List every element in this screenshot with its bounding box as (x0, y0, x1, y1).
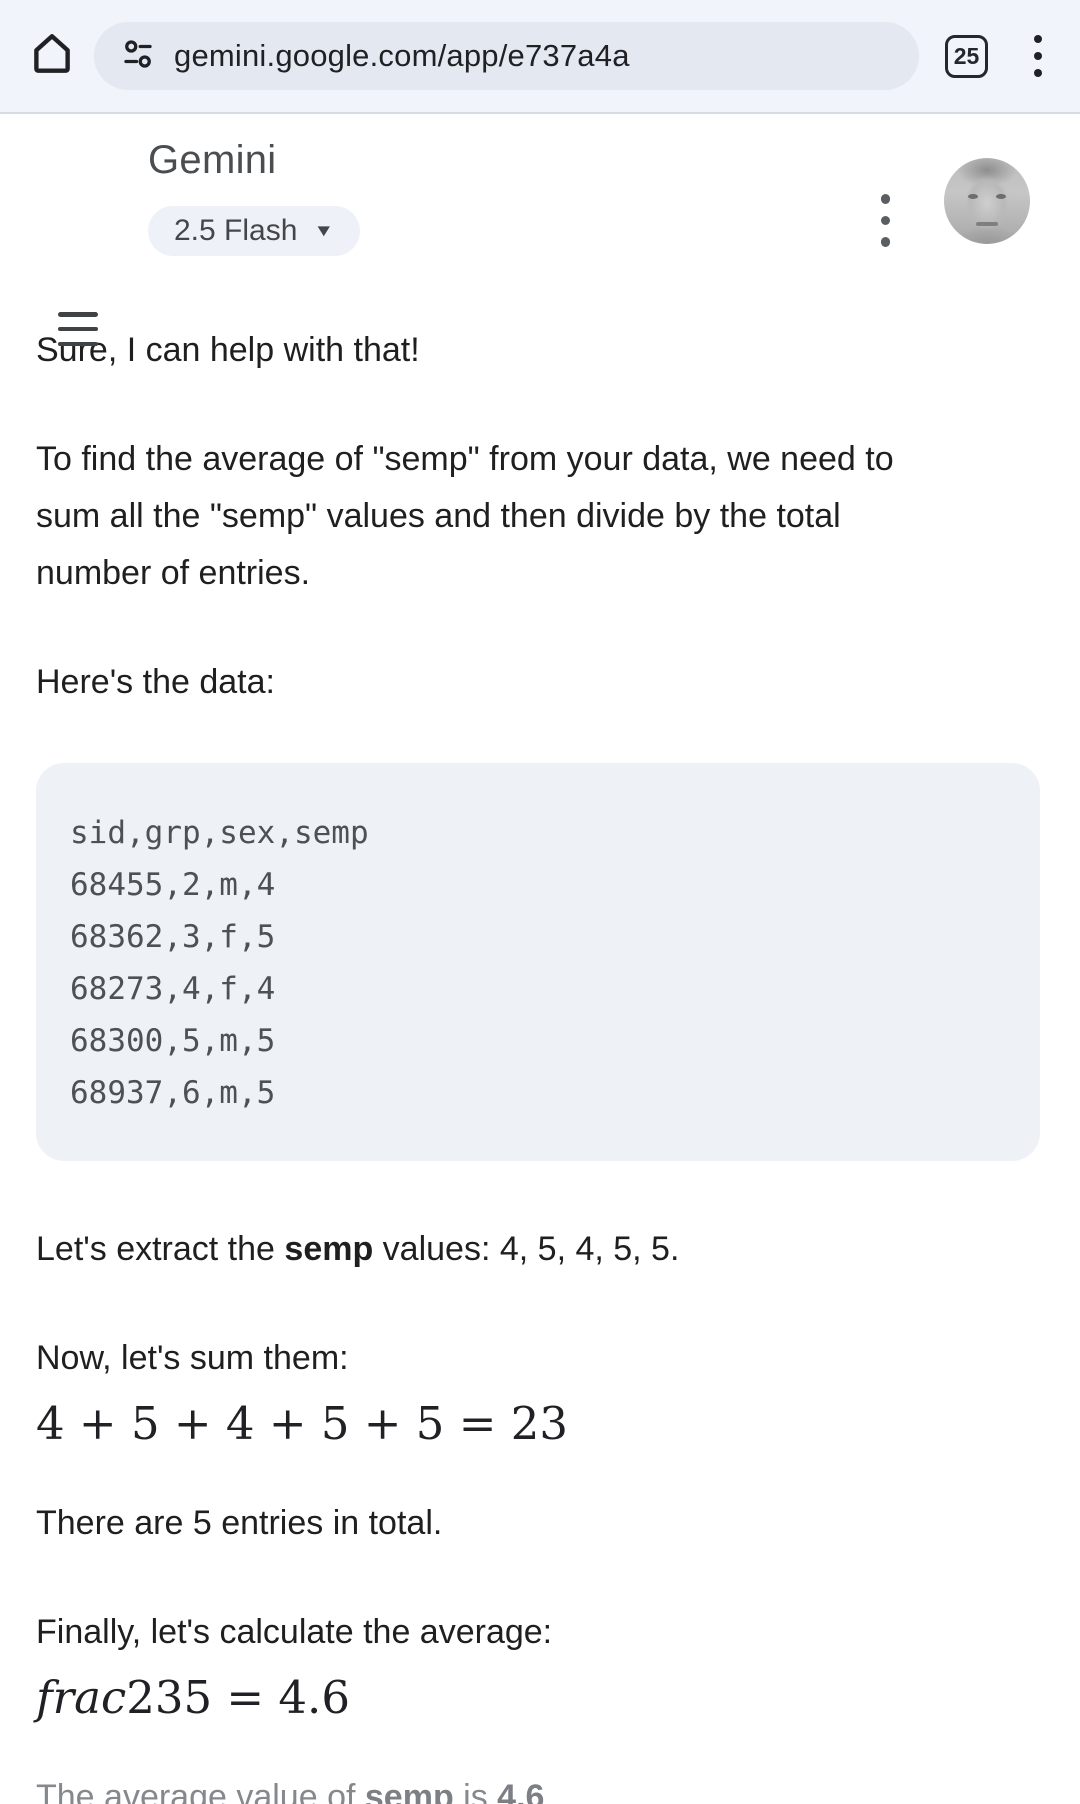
code-line: 68362,3,f,5 (70, 919, 276, 955)
bold-term: semp (364, 1778, 454, 1804)
hamburger-icon (58, 312, 98, 317)
toolbar-divider (0, 112, 1080, 114)
response-paragraph: Finally, let's calculate the average: (36, 1613, 553, 1651)
code-line: 68937,6,m,5 (70, 1075, 276, 1111)
chat-response: Sure, I can help with that! To find the … (0, 282, 1080, 1804)
math-expression: frac235 = 4.6 (36, 1671, 350, 1724)
model-label: 2.5 Flash (174, 214, 298, 247)
kebab-dot (880, 215, 890, 225)
home-icon (27, 29, 77, 84)
code-block: sid,grp,sex,semp 68455,2,m,4 68362,3,f,5… (36, 763, 1040, 1161)
model-selector[interactable]: 2.5 Flash ▼ (148, 206, 361, 256)
response-paragraph: Now, let's sum them: (36, 1339, 349, 1377)
response-paragraph: Let's extract the semp values: 4, 5, 4, … (36, 1230, 680, 1268)
bold-value: 4.6 (497, 1778, 545, 1804)
conversation-menu-button[interactable] (873, 186, 899, 255)
tab-switcher-button[interactable]: 25 (945, 34, 988, 78)
hamburger-icon (58, 341, 98, 346)
math-function: frac (36, 1671, 127, 1724)
home-button[interactable] (24, 28, 80, 84)
app-title: Gemini (148, 138, 277, 182)
site-settings-icon[interactable] (120, 36, 156, 77)
gemini-header: Gemini 2.5 Flash ▼ (0, 114, 1080, 346)
url-text[interactable]: gemini.google.com/app/e737a4a (174, 38, 630, 73)
kebab-dot (1034, 69, 1042, 77)
avatar-face (976, 222, 998, 226)
url-bar[interactable]: gemini.google.com/app/e737a4a (94, 22, 919, 90)
hamburger-icon (58, 326, 98, 332)
bold-term: semp (284, 1230, 374, 1268)
response-paragraph: Here's the data: (36, 663, 275, 701)
menu-button[interactable] (58, 312, 98, 346)
browser-menu-button[interactable] (1024, 25, 1052, 87)
code-line: sid,grp,sex,semp (70, 815, 369, 851)
kebab-dot (1034, 35, 1042, 43)
chevron-down-icon: ▼ (313, 221, 335, 240)
response-paragraph: There are 5 entries in total. (36, 1504, 443, 1542)
code-line: 68455,2,m,4 (70, 867, 276, 903)
user-avatar[interactable] (944, 158, 1030, 244)
code-line: 68300,5,m,5 (70, 1023, 276, 1059)
kebab-dot (880, 237, 890, 247)
tab-count: 25 (953, 42, 980, 69)
response-paragraph-streaming: The average value of semp is 4.6. (36, 1769, 936, 1804)
browser-toolbar: gemini.google.com/app/e737a4a 25 (0, 0, 1080, 112)
code-line: 68273,4,f,4 (70, 971, 276, 1007)
math-expression: 4 + 5 + 4 + 5 + 5 = 23 (36, 1397, 568, 1450)
response-paragraph: To find the average of "semp" from your … (36, 440, 894, 592)
response-paragraph: Sure, I can help with that! (36, 331, 420, 369)
kebab-dot (880, 194, 890, 204)
avatar-face (944, 194, 1030, 199)
kebab-dot (1034, 52, 1042, 60)
